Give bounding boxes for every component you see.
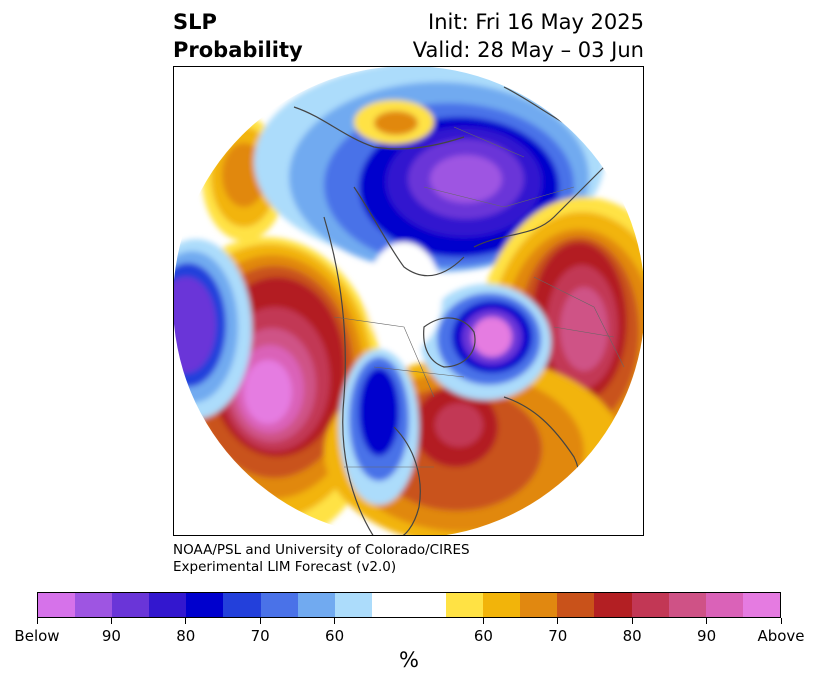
colorbar-tick (706, 618, 708, 624)
colorbar-tick (334, 618, 336, 624)
title-variable: SLP (173, 10, 217, 34)
colorbar-tick-label: 70 (548, 627, 568, 645)
colorbar-tick-label: 90 (697, 627, 717, 645)
colorbar-segment (594, 593, 632, 617)
credit-line-2: Experimental LIM Forecast (v2.0) (173, 559, 397, 575)
colorbar-tick-label: 80 (622, 627, 642, 645)
map-panel (173, 66, 644, 536)
colorbar-segment (668, 593, 706, 617)
init-date: Init: Fri 16 May 2025 (428, 10, 644, 34)
colorbar-tick (259, 618, 261, 624)
colorbar-segment (75, 593, 113, 617)
borders (333, 126, 625, 468)
colorbar-segment (260, 593, 298, 617)
colorbar-segment (705, 593, 743, 617)
colorbar-segment (408, 593, 447, 617)
colorbar-tick-label: Above (757, 627, 805, 645)
probability-map (174, 67, 643, 535)
colorbar-tick-label: 80 (176, 627, 196, 645)
anomaly-below-arctic (254, 67, 604, 272)
anomaly-below-greenland-sea (421, 284, 551, 400)
colorbar-tick (631, 618, 633, 624)
colorbar (37, 592, 781, 618)
title-right: Init: Fri 16 May 2025 Valid: 28 May – 03… (413, 8, 644, 64)
colorbar-segment (742, 593, 780, 617)
credit: NOAA/PSL and University of Colorado/CIRE… (173, 542, 470, 576)
colorbar-segment (631, 593, 669, 617)
colorbar-segment (297, 593, 335, 617)
colorbar-segment (446, 593, 484, 617)
colorbar-segment (371, 593, 409, 617)
credit-line-1: NOAA/PSL and University of Colorado/CIRE… (173, 542, 470, 558)
colorbar-segment (520, 593, 558, 617)
colorbar-tick (557, 618, 559, 624)
colorbar-segment (112, 593, 150, 617)
anomaly-below-pacific-west (174, 239, 252, 419)
colorbar-segment (223, 593, 261, 617)
colorbar-tick-label: 60 (325, 627, 345, 645)
colorbar-segment (557, 593, 595, 617)
colorbar-segment (483, 593, 521, 617)
colorbar-units: % (399, 648, 419, 672)
colorbar-tick (780, 618, 782, 624)
colorbar-tick-label: 60 (473, 627, 493, 645)
colorbar-tick (110, 618, 112, 624)
colorbar-segment (38, 593, 76, 617)
colorbar-segment (186, 593, 224, 617)
anomaly-above-siberia-small (354, 100, 434, 144)
colorbar-tick-label: 70 (250, 627, 270, 645)
colorbar-tick (185, 618, 187, 624)
anomaly-below-north-america (339, 349, 419, 505)
colorbar-tick-label: 90 (101, 627, 121, 645)
neutral-region (366, 242, 442, 352)
colorbar-tick (36, 618, 38, 624)
valid-dates: Valid: 28 May – 03 Jun (412, 38, 644, 62)
title-type: Probability (173, 38, 303, 62)
colorbar-segment (149, 593, 187, 617)
colorbar-tick-label: Below (14, 627, 60, 645)
colorbar-tick (482, 618, 484, 624)
title-left: SLP Probability (173, 8, 303, 64)
colorbar-segment (334, 593, 372, 617)
